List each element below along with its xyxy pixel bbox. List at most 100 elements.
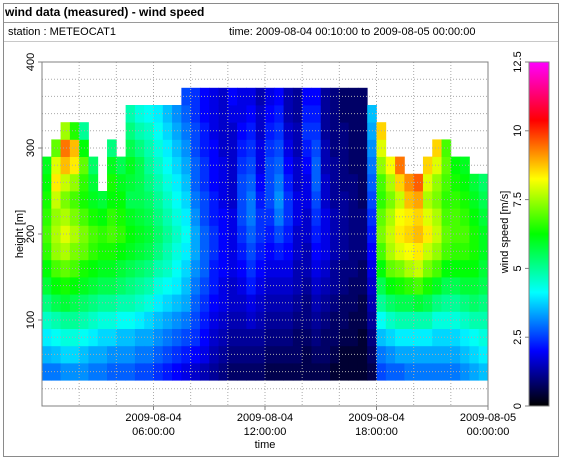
heatmap-cell bbox=[162, 191, 173, 209]
heatmap-cell bbox=[441, 242, 452, 261]
heatmap-cell bbox=[227, 294, 238, 312]
heatmap-cell bbox=[51, 242, 61, 261]
heatmap-cell bbox=[125, 345, 136, 364]
x-tick-label: 2009-08-04 bbox=[125, 412, 181, 424]
heatmap-cell bbox=[162, 328, 173, 347]
heatmap-cell bbox=[209, 208, 219, 226]
heatmap-cell bbox=[404, 328, 415, 347]
heatmap-cell bbox=[311, 105, 322, 123]
heatmap-cell bbox=[320, 345, 331, 364]
heatmap-cell bbox=[311, 328, 322, 347]
heatmap-cell bbox=[116, 225, 127, 243]
heatmap-cell bbox=[134, 363, 145, 381]
heatmap-cell bbox=[51, 208, 61, 226]
x-axis: 2009-08-04 06:00:00 2009-08-04 12:00:00 2009… bbox=[125, 406, 516, 438]
heatmap-cell bbox=[330, 87, 340, 106]
heatmap-cell bbox=[218, 311, 229, 329]
heatmap-cell bbox=[51, 191, 61, 209]
heatmap-cell bbox=[227, 208, 238, 226]
heatmap-cell bbox=[125, 294, 136, 312]
heatmap-cell bbox=[255, 242, 266, 261]
heatmap-cell bbox=[116, 191, 127, 209]
heatmap-cell bbox=[311, 242, 322, 261]
heatmap-cell bbox=[125, 225, 136, 243]
heatmap-cell bbox=[441, 156, 452, 175]
heatmap-cell bbox=[237, 139, 247, 157]
x-tick-label: 2009-08-04 bbox=[237, 412, 293, 424]
heatmap-cell bbox=[348, 328, 359, 347]
heatmap-cell bbox=[144, 191, 154, 209]
heatmap-cell bbox=[302, 87, 312, 106]
heatmap-cell bbox=[209, 225, 219, 243]
heatmap-cell bbox=[265, 259, 275, 278]
heatmap-cell bbox=[302, 242, 312, 261]
window-title: wind data (measured) - wind speed bbox=[5, 5, 205, 19]
heatmap-cell bbox=[404, 277, 415, 295]
heatmap-cell bbox=[413, 225, 424, 243]
heatmap-cell bbox=[320, 242, 331, 261]
heatmap-cell bbox=[51, 311, 61, 329]
heatmap-cell bbox=[153, 156, 164, 175]
heatmap-cell bbox=[460, 311, 470, 329]
heatmap-cell bbox=[422, 156, 433, 175]
heatmap-cell bbox=[348, 259, 359, 278]
heatmap-cell bbox=[246, 208, 257, 226]
heatmap-cell bbox=[209, 259, 219, 278]
heatmap-cell bbox=[227, 122, 238, 140]
heatmap-cell bbox=[404, 311, 415, 329]
heatmap-cell bbox=[227, 191, 238, 209]
heatmap-cell bbox=[246, 328, 257, 347]
heatmap-cell bbox=[441, 363, 452, 381]
heatmap-cell bbox=[69, 242, 80, 261]
heatmap-cell bbox=[422, 259, 433, 278]
colorbar-tick-label: 0 bbox=[512, 403, 524, 409]
heatmap-cell bbox=[69, 225, 80, 243]
heatmap-cell bbox=[42, 345, 52, 364]
heatmap-cell bbox=[227, 311, 238, 329]
heatmap-cell bbox=[357, 173, 368, 192]
heatmap-cell bbox=[172, 328, 182, 347]
heatmap-cell bbox=[441, 225, 452, 243]
heatmap-cell bbox=[153, 259, 164, 278]
heatmap-cell bbox=[348, 105, 359, 123]
heatmap-cell bbox=[134, 225, 145, 243]
heatmap-cell bbox=[265, 191, 275, 209]
heatmap-cell bbox=[404, 225, 415, 243]
heatmap-cell bbox=[348, 294, 359, 312]
heatmap-cell bbox=[330, 277, 340, 295]
heatmap-cell bbox=[125, 139, 136, 157]
heatmap-cell bbox=[51, 363, 61, 381]
heatmap-cell bbox=[441, 294, 452, 312]
heatmap-cell bbox=[255, 345, 266, 364]
heatmap-cell bbox=[246, 139, 257, 157]
colorbar-tick-label: 5 bbox=[512, 265, 524, 271]
heatmap-cell bbox=[125, 363, 136, 381]
heatmap-cell bbox=[218, 208, 229, 226]
heatmap-cell bbox=[125, 328, 136, 347]
heatmap-cell bbox=[237, 345, 247, 364]
heatmap-cell bbox=[302, 311, 312, 329]
heatmap-cell bbox=[311, 225, 322, 243]
heatmap-cell bbox=[60, 173, 71, 192]
heatmap-cell bbox=[450, 208, 461, 226]
heatmap-cell bbox=[320, 139, 331, 157]
heatmap-cell bbox=[255, 277, 266, 295]
heatmap-cell bbox=[330, 311, 340, 329]
heatmap-cell bbox=[172, 173, 182, 192]
heatmap-cell bbox=[330, 173, 340, 192]
heatmap-cell bbox=[237, 259, 247, 278]
heatmap-cell bbox=[69, 191, 80, 209]
heatmap-cell bbox=[413, 173, 424, 192]
heatmap-cell bbox=[246, 345, 257, 364]
heatmap-cell bbox=[69, 139, 80, 157]
heatmap-cell bbox=[246, 294, 257, 312]
heatmap-cell bbox=[404, 208, 415, 226]
heatmap-cell bbox=[69, 259, 80, 278]
heatmap-cell bbox=[422, 294, 433, 312]
heatmap-cell bbox=[302, 191, 312, 209]
heatmap-cell bbox=[357, 277, 368, 295]
heatmap-cell bbox=[330, 363, 340, 381]
heatmap-cell bbox=[116, 173, 127, 192]
heatmap-cell bbox=[51, 173, 61, 192]
heatmap-cell bbox=[60, 122, 71, 140]
